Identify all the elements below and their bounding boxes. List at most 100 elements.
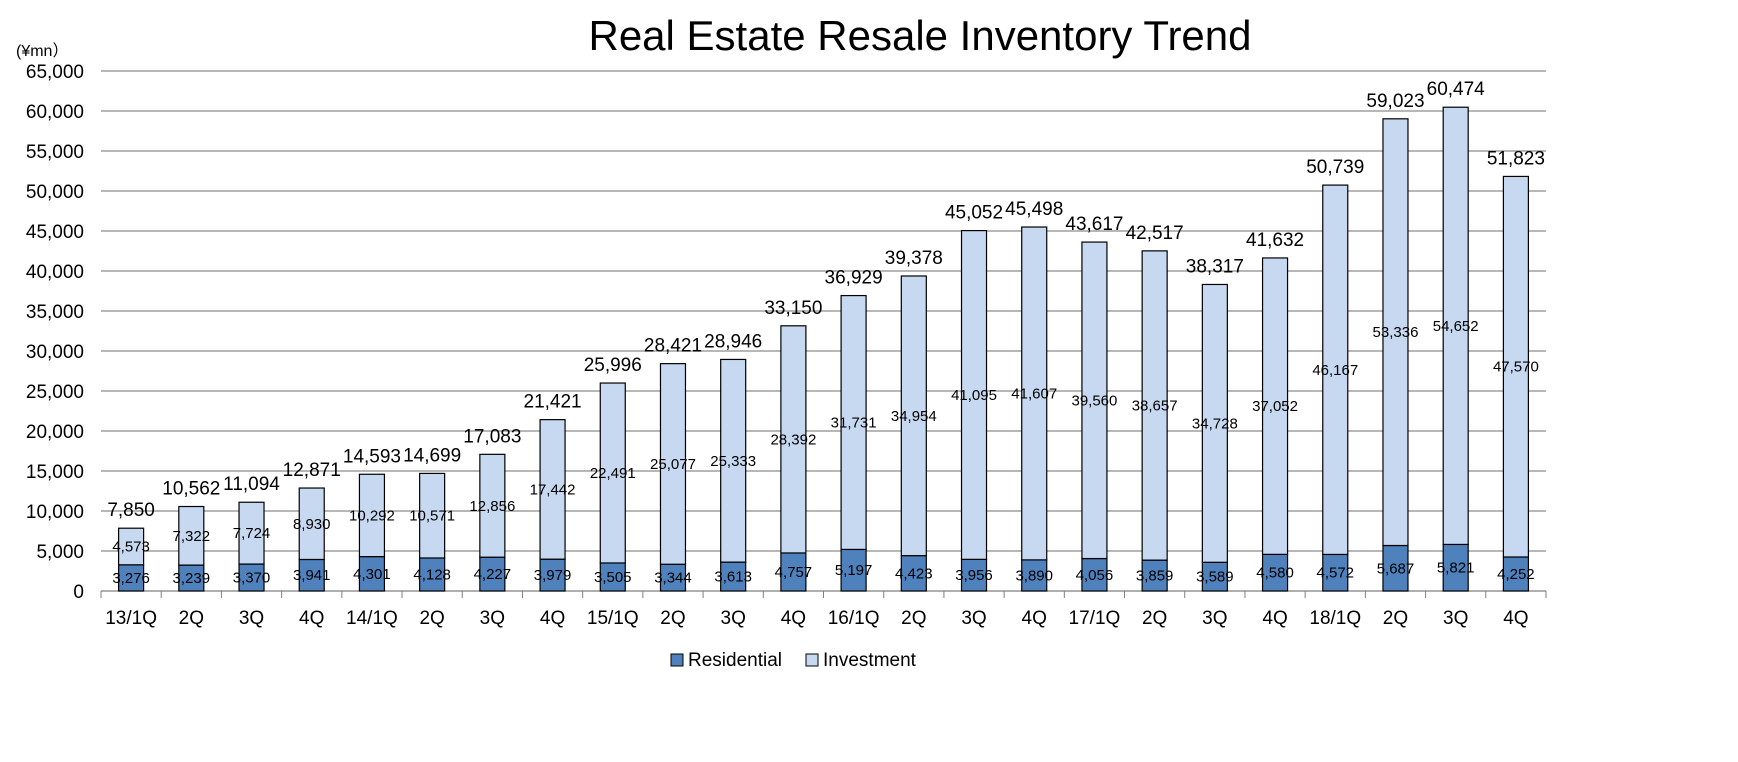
data-label-investment: 41,095 — [951, 387, 997, 404]
bar-investment — [720, 358, 747, 563]
data-label-investment: 8,930 — [293, 516, 331, 533]
data-label-investment: 22,491 — [590, 465, 636, 482]
y-tick-label: 65,000 — [26, 62, 84, 83]
x-tick-label: 2Q — [1383, 608, 1408, 629]
data-label-total: 41,632 — [1246, 230, 1304, 251]
bar-investment — [178, 505, 205, 566]
x-tick-label: 3Q — [239, 608, 264, 629]
data-label-residential: 3,890 — [1015, 567, 1053, 584]
bar-investment — [118, 527, 145, 566]
data-label-investment: 7,322 — [173, 528, 211, 545]
data-label-residential: 3,859 — [1136, 568, 1174, 585]
data-label-residential: 3,956 — [955, 567, 993, 584]
data-label-total: 14,593 — [343, 446, 401, 467]
x-tick-label: 2Q — [179, 608, 204, 629]
data-label-total: 42,517 — [1126, 223, 1184, 244]
data-label-investment: 54,652 — [1433, 318, 1479, 335]
x-tick-label: 16/1Q — [828, 608, 880, 629]
data-label-total: 51,823 — [1487, 148, 1545, 169]
x-tick-label: 4Q — [540, 608, 565, 629]
data-label-investment: 53,336 — [1373, 324, 1419, 341]
data-label-residential: 3,613 — [714, 569, 752, 586]
legend-swatch-residential — [670, 653, 684, 667]
bar-residential — [298, 558, 325, 592]
x-tick-label: 18/1Q — [1309, 608, 1361, 629]
data-label-total: 59,023 — [1366, 91, 1424, 112]
bar-residential — [178, 564, 205, 592]
bar-investment — [539, 419, 566, 560]
data-label-total: 11,094 — [223, 474, 280, 495]
bar-investment — [659, 363, 687, 565]
x-tick-label: 2Q — [1142, 608, 1167, 629]
data-label-total: 38,317 — [1186, 256, 1244, 277]
data-label-investment: 34,728 — [1192, 415, 1238, 432]
bar-investment — [780, 325, 807, 554]
data-label-total: 60,474 — [1427, 79, 1486, 100]
x-tick-label: 14/1Q — [346, 608, 398, 629]
y-tick-label: 50,000 — [26, 182, 84, 203]
legend: Residential Investment — [670, 650, 917, 671]
bar-investment — [1322, 184, 1349, 556]
y-tick-label: 35,000 — [26, 302, 84, 323]
bar-investment — [1081, 241, 1108, 560]
bar-residential — [1261, 553, 1289, 592]
bar-residential — [840, 548, 867, 592]
bar-residential — [1442, 543, 1469, 592]
y-tick-label: 60,000 — [26, 102, 84, 123]
bar-investment — [1382, 118, 1409, 547]
x-tick-label: 3Q — [480, 608, 505, 629]
data-label-residential: 4,227 — [474, 566, 512, 583]
data-label-total: 12,871 — [283, 460, 341, 481]
x-tick-label: 13/1Q — [105, 608, 157, 629]
x-tick-label: 3Q — [961, 608, 986, 629]
x-tick-label: 4Q — [1262, 608, 1287, 629]
bar-investment — [1141, 250, 1168, 561]
bar-investment — [1201, 283, 1228, 563]
x-tick-label: 4Q — [1022, 608, 1047, 629]
data-label-investment: 28,392 — [770, 431, 816, 448]
data-label-total: 28,946 — [704, 331, 762, 352]
data-label-investment: 25,333 — [710, 453, 756, 470]
data-label-total: 43,617 — [1065, 214, 1123, 235]
data-label-residential: 4,056 — [1076, 567, 1114, 584]
bar-residential — [900, 555, 927, 592]
data-label-investment: 41,607 — [1011, 385, 1057, 402]
data-label-total: 28,421 — [644, 336, 702, 357]
bar-investment — [840, 294, 867, 551]
x-tick-label: 3Q — [721, 608, 746, 629]
data-label-total: 50,739 — [1306, 157, 1364, 178]
data-label-residential: 4,128 — [413, 566, 451, 583]
bar-investment — [1442, 106, 1469, 546]
data-label-total: 45,498 — [1005, 199, 1063, 220]
legend-label-investment: Investment — [823, 650, 917, 671]
data-label-investment: 39,560 — [1071, 392, 1117, 409]
data-label-investment: 37,052 — [1252, 398, 1298, 415]
data-label-residential: 5,197 — [835, 562, 873, 579]
data-label-investment: 34,954 — [891, 408, 937, 425]
y-tick-label: 5,000 — [36, 542, 84, 563]
x-tick-label: 2Q — [419, 608, 444, 629]
bar-residential — [780, 552, 807, 592]
y-tick-label: 30,000 — [26, 342, 84, 363]
data-label-residential: 4,757 — [775, 564, 813, 581]
data-label-investment: 12,856 — [469, 498, 515, 515]
bar-residential — [1502, 556, 1529, 592]
bar-investment — [599, 382, 626, 564]
x-tick-label: 17/1Q — [1069, 608, 1121, 629]
data-label-investment: 17,442 — [530, 481, 576, 498]
y-tick-label: 10,000 — [26, 502, 84, 523]
bar-residential — [479, 556, 506, 592]
bar-residential — [599, 562, 626, 592]
chart-title: Real Estate Resale Inventory Trend — [588, 12, 1251, 59]
y-tick-label: 25,000 — [26, 382, 84, 403]
bar-residential — [539, 558, 566, 592]
data-label-total: 39,378 — [885, 248, 943, 269]
bar-investment — [358, 473, 386, 558]
data-label-residential: 4,301 — [353, 566, 391, 583]
data-label-residential: 3,370 — [233, 570, 271, 587]
x-tick-label: 2Q — [901, 608, 926, 629]
data-label-total: 7,850 — [107, 500, 155, 521]
y-tick-label: 40,000 — [26, 262, 84, 283]
